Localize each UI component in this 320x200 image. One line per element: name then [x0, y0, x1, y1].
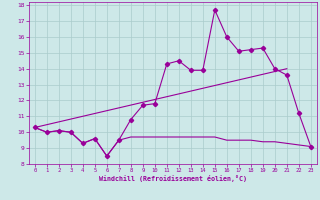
X-axis label: Windchill (Refroidissement éolien,°C): Windchill (Refroidissement éolien,°C): [99, 175, 247, 182]
